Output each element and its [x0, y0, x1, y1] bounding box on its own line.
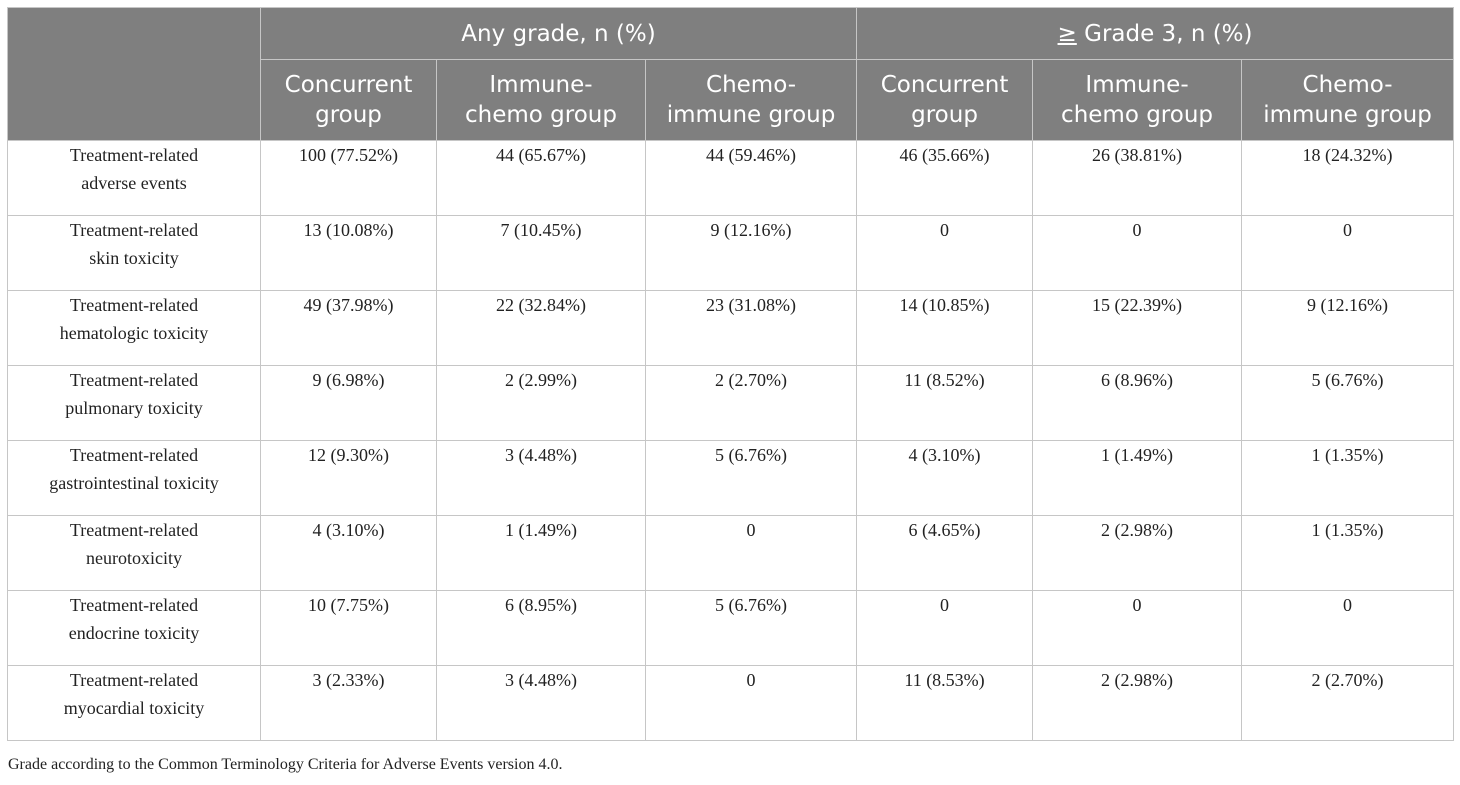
table-body: Treatment-related adverse events 100 (77.… — [7, 140, 1455, 741]
table-cell: 3 (2.33%) — [260, 665, 437, 741]
table-cell: 0 — [856, 590, 1034, 666]
table-row: Treatment-related neurotoxicity 4 (3.10%)… — [7, 515, 1455, 591]
grade3-header: ≥ Grade 3, n (%) — [856, 7, 1455, 60]
header-immune-chemo-grade3: Immune-chemo group — [1032, 59, 1243, 141]
row-label: Treatment-related pulmonary toxicity — [7, 365, 261, 441]
table-cell: 1 (1.35%) — [1241, 515, 1455, 591]
table-cell: 9 (6.98%) — [260, 365, 437, 441]
table-cell: 11 (8.52%) — [856, 365, 1034, 441]
table-cell: 7 (10.45%) — [436, 215, 646, 291]
group-header-row: Any grade, n (%) ≥ Grade 3, n (%) — [7, 7, 1455, 141]
table-cell: 49 (37.98%) — [260, 290, 437, 366]
table-cell: 10 (7.75%) — [260, 590, 437, 666]
table-header: Any grade, n (%) ≥ Grade 3, n (%) Concur… — [7, 7, 1455, 141]
table-cell: 44 (65.67%) — [436, 140, 646, 216]
header-chemo-immune-grade3: Chemo-immune group — [1241, 59, 1455, 141]
row-label: Treatment-related adverse events — [7, 140, 261, 216]
table-cell: 0 — [644, 515, 858, 591]
header-chemo-immune-any: Chemo-immune group — [644, 59, 858, 141]
table-row: Treatment-related adverse events 100 (77.… — [7, 140, 1455, 216]
table-cell: 0 — [644, 665, 858, 741]
table-cell: 44 (59.46%) — [644, 140, 858, 216]
table-cell: 100 (77.52%) — [260, 140, 437, 216]
table-cell: 3 (4.48%) — [436, 665, 646, 741]
row-label: Treatment-related gastrointestinal toxici… — [7, 440, 261, 516]
table-cell: 14 (10.85%) — [856, 290, 1034, 366]
table-cell: 0 — [1032, 590, 1243, 666]
header-concurrent-grade3: Concurrent group — [856, 59, 1034, 141]
table-row: Treatment-related skin toxicity 13 (10.08… — [7, 215, 1455, 291]
table-row: Treatment-related endocrine toxicity 10 (… — [7, 590, 1455, 666]
table-cell: 5 (6.76%) — [1241, 365, 1455, 441]
sub-header-row: Concurrent group Immune-chemo group Chemo… — [8, 59, 1455, 141]
table-cell: 18 (24.32%) — [1241, 140, 1455, 216]
table-row: Treatment-related pulmonary toxicity 9 (6… — [7, 365, 1455, 441]
table-cell: 2 (2.70%) — [644, 365, 858, 441]
table-cell: 6 (8.96%) — [1032, 365, 1243, 441]
row-label: Treatment-related hematologic toxicity — [7, 290, 261, 366]
table-cell: 0 — [1241, 215, 1455, 291]
table-cell: 5 (6.76%) — [644, 590, 858, 666]
table-cell: 46 (35.66%) — [856, 140, 1034, 216]
table-cell: 2 (2.98%) — [1032, 665, 1243, 741]
table-cell: 22 (32.84%) — [436, 290, 646, 366]
row-label: Treatment-related neurotoxicity — [7, 515, 261, 591]
table-cell: 12 (9.30%) — [260, 440, 437, 516]
table-cell: 1 (1.35%) — [1241, 440, 1455, 516]
table-row: Treatment-related myocardial toxicity 3 (… — [7, 665, 1455, 741]
table-cell: 5 (6.76%) — [644, 440, 858, 516]
table-cell: 1 (1.49%) — [1032, 440, 1243, 516]
grade3-header-text: Grade 3, n (%) — [1076, 20, 1253, 47]
table-cell: 2 (2.98%) — [1032, 515, 1243, 591]
table-cell: 15 (22.39%) — [1032, 290, 1243, 366]
table-cell: 2 (2.70%) — [1241, 665, 1455, 741]
row-label: Treatment-related endocrine toxicity — [7, 590, 261, 666]
table-cell: 4 (3.10%) — [260, 515, 437, 591]
header-concurrent-any: Concurrent group — [260, 59, 437, 141]
adverse-events-table: Any grade, n (%) ≥ Grade 3, n (%) Concur… — [7, 7, 1455, 741]
table-cell: 0 — [856, 215, 1034, 291]
grade3-symbol: ≥ — [1057, 20, 1077, 47]
table-cell: 6 (8.95%) — [436, 590, 646, 666]
table-cell: 0 — [1032, 215, 1243, 291]
any-grade-header: Any grade, n (%) — [259, 7, 858, 60]
table-cell: 23 (31.08%) — [644, 290, 858, 366]
table-cell: 11 (8.53%) — [856, 665, 1034, 741]
table-cell: 3 (4.48%) — [436, 440, 646, 516]
table-cell: 2 (2.99%) — [436, 365, 646, 441]
header-immune-chemo-any: Immune-chemo group — [436, 59, 646, 141]
table-cell: 1 (1.49%) — [436, 515, 646, 591]
table-cell: 6 (4.65%) — [856, 515, 1034, 591]
row-label: Treatment-related skin toxicity — [7, 215, 261, 291]
table-row: Treatment-related hematologic toxicity 49… — [7, 290, 1455, 366]
table-cell: 0 — [1241, 590, 1455, 666]
table-cell: 26 (38.81%) — [1032, 140, 1243, 216]
table-cell: 9 (12.16%) — [644, 215, 858, 291]
header-empty-cell — [7, 7, 261, 141]
row-label: Treatment-related myocardial toxicity — [7, 665, 261, 741]
table-cell: 9 (12.16%) — [1241, 290, 1455, 366]
table-row: Treatment-related gastrointestinal toxici… — [7, 440, 1455, 516]
table-cell: 13 (10.08%) — [260, 215, 437, 291]
table-footnote: Grade according to the Common Terminolog… — [8, 756, 563, 773]
table-cell: 4 (3.10%) — [856, 440, 1034, 516]
